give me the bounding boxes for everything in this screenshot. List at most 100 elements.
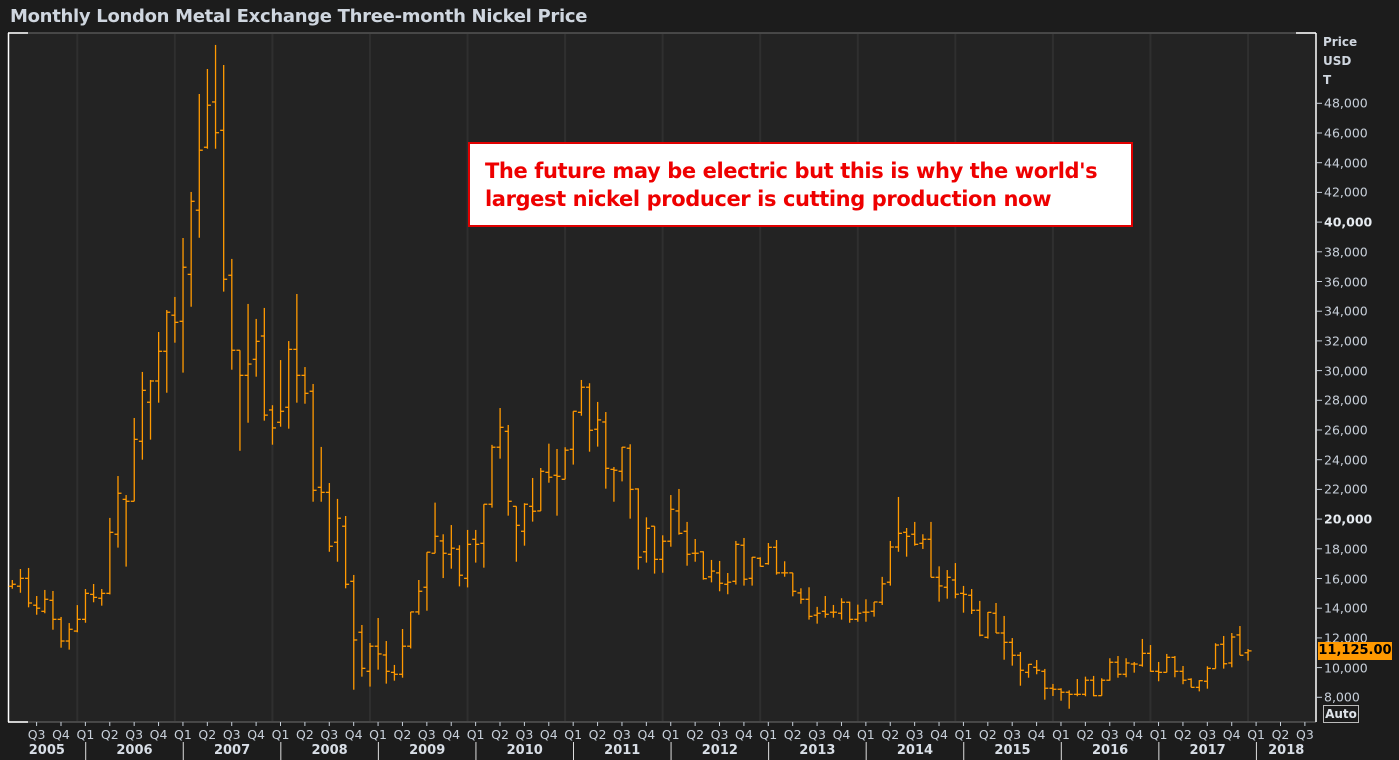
ohlc-bar (520, 503, 528, 546)
quarter-label: Q2 (783, 727, 802, 742)
year-label: 2006 (116, 743, 153, 758)
ohlc-bar (992, 603, 1000, 634)
quarter-label: Q3 (1198, 727, 1217, 742)
y-tick-label: 24,000 (1324, 452, 1368, 468)
ohlc-bar (813, 606, 821, 624)
ohlc-bar (797, 588, 805, 604)
ohlc-bar (943, 570, 951, 599)
quarter-label: Q2 (1271, 727, 1290, 742)
year-label: 2016 (1091, 743, 1129, 758)
ohlc-bar (1220, 635, 1228, 669)
ohlc-bar (130, 417, 138, 502)
ohlc-bar (1171, 656, 1179, 678)
quarter-label: Q2 (881, 727, 900, 742)
quarter-label: Q1 (369, 727, 387, 742)
quarter-label: Q1 (856, 727, 875, 742)
ohlc-bar (634, 488, 642, 570)
ohlc-bar (49, 590, 57, 630)
year-label: 2018 (1268, 743, 1305, 758)
year-label: 2010 (506, 743, 543, 758)
ohlc-bar (106, 517, 114, 595)
quarter-label: Q2 (1174, 727, 1192, 742)
ohlc-bar (529, 477, 537, 522)
y-tick-label: 8,000 (1324, 689, 1360, 705)
ohlc-bar (821, 596, 829, 618)
auto-scale-button[interactable]: Auto (1323, 705, 1359, 723)
quarter-label: Q3 (1100, 727, 1119, 742)
unit-price: Price (1323, 35, 1358, 49)
ohlc-bar (1065, 690, 1073, 709)
quarter-label: Q4 (1222, 727, 1241, 742)
ohlc-bar (659, 535, 667, 573)
y-tick-label: 28,000 (1324, 392, 1368, 408)
ohlc-bar (854, 604, 862, 622)
quarter-label: Q4 (1125, 727, 1144, 742)
ohlc-bar (903, 528, 911, 557)
quarter-label: Q3 (808, 727, 826, 742)
ohlc-bar (846, 601, 854, 623)
ohlc-bar (65, 623, 73, 650)
ohlc-bar (464, 529, 472, 588)
quarter-label: Q1 (1052, 727, 1070, 742)
y-tick-label: 48,000 (1324, 95, 1368, 111)
ohlc-bar (984, 611, 992, 639)
ohlc-bar (431, 502, 439, 554)
ohlc-bar (789, 572, 797, 597)
y-tick-label: 16,000 (1324, 571, 1368, 586)
quarter-label: Q2 (1076, 727, 1095, 742)
quarter-label: Q2 (198, 727, 217, 742)
ohlc-bar (781, 561, 789, 577)
ohlc-bar (98, 589, 106, 606)
ohlc-bar (33, 596, 41, 615)
ohlc-bar (472, 529, 480, 563)
ohlc-bar (610, 466, 618, 502)
quarter-label: Q4 (637, 727, 656, 742)
quarter-label: Q1 (76, 727, 95, 742)
ohlc-bar (586, 383, 594, 452)
ohlc-bar (325, 483, 333, 552)
ohlc-bar (1098, 678, 1106, 697)
ohlc-bar (236, 349, 244, 451)
quarter-label: Q4 (247, 727, 266, 742)
ohlc-bar (1114, 656, 1122, 678)
ohlc-bar (1179, 665, 1187, 685)
quarter-label: Q3 (417, 727, 436, 742)
ohlc-bar (447, 525, 455, 569)
ohlc-bar (423, 551, 431, 611)
ohlc-bar (642, 517, 650, 563)
ohlc-bar (618, 446, 626, 482)
ohlc-bar (1195, 680, 1203, 692)
ohlc-bar (1073, 679, 1081, 697)
quarter-label: Q4 (930, 727, 948, 742)
ohlc-bar (569, 410, 577, 465)
quarter-label: Q3 (125, 727, 144, 742)
year-label: 2008 (311, 743, 348, 758)
ohlc-bar (1016, 652, 1024, 686)
ohlc-bar (1000, 615, 1008, 660)
y-tick-label: 36,000 (1324, 274, 1368, 289)
ohlc-bar (707, 559, 715, 583)
quarter-label: Q2 (393, 727, 412, 742)
ohlc-bar (724, 573, 732, 595)
y-tick-label: 42,000 (1324, 184, 1368, 200)
y-tick-label: 40,000 (1324, 214, 1373, 230)
ohlc-bar (748, 556, 756, 586)
ohlc-bar (976, 600, 984, 637)
y-tick-label: 18,000 (1324, 541, 1368, 557)
ohlc-bar (260, 307, 268, 421)
ohlc-bar (277, 360, 285, 427)
ohlc-bar (732, 540, 740, 585)
ohlc-bar (342, 515, 350, 589)
ohlc-bar (691, 538, 699, 562)
quarter-label: Q2 (491, 727, 509, 742)
ohlc-bar (553, 449, 561, 516)
quarter-label: Q3 (613, 727, 631, 742)
ohlc-bar (179, 237, 187, 373)
quarter-label: Q3 (1003, 727, 1022, 742)
annotation-box: The future may be electric but this is w… (468, 142, 1133, 227)
ohlc-bar (8, 579, 16, 589)
ohlc-bar (862, 599, 870, 622)
quarter-label: Q1 (271, 727, 290, 742)
quarter-label: Q3 (710, 727, 729, 742)
quarter-label: Q1 (174, 727, 192, 742)
